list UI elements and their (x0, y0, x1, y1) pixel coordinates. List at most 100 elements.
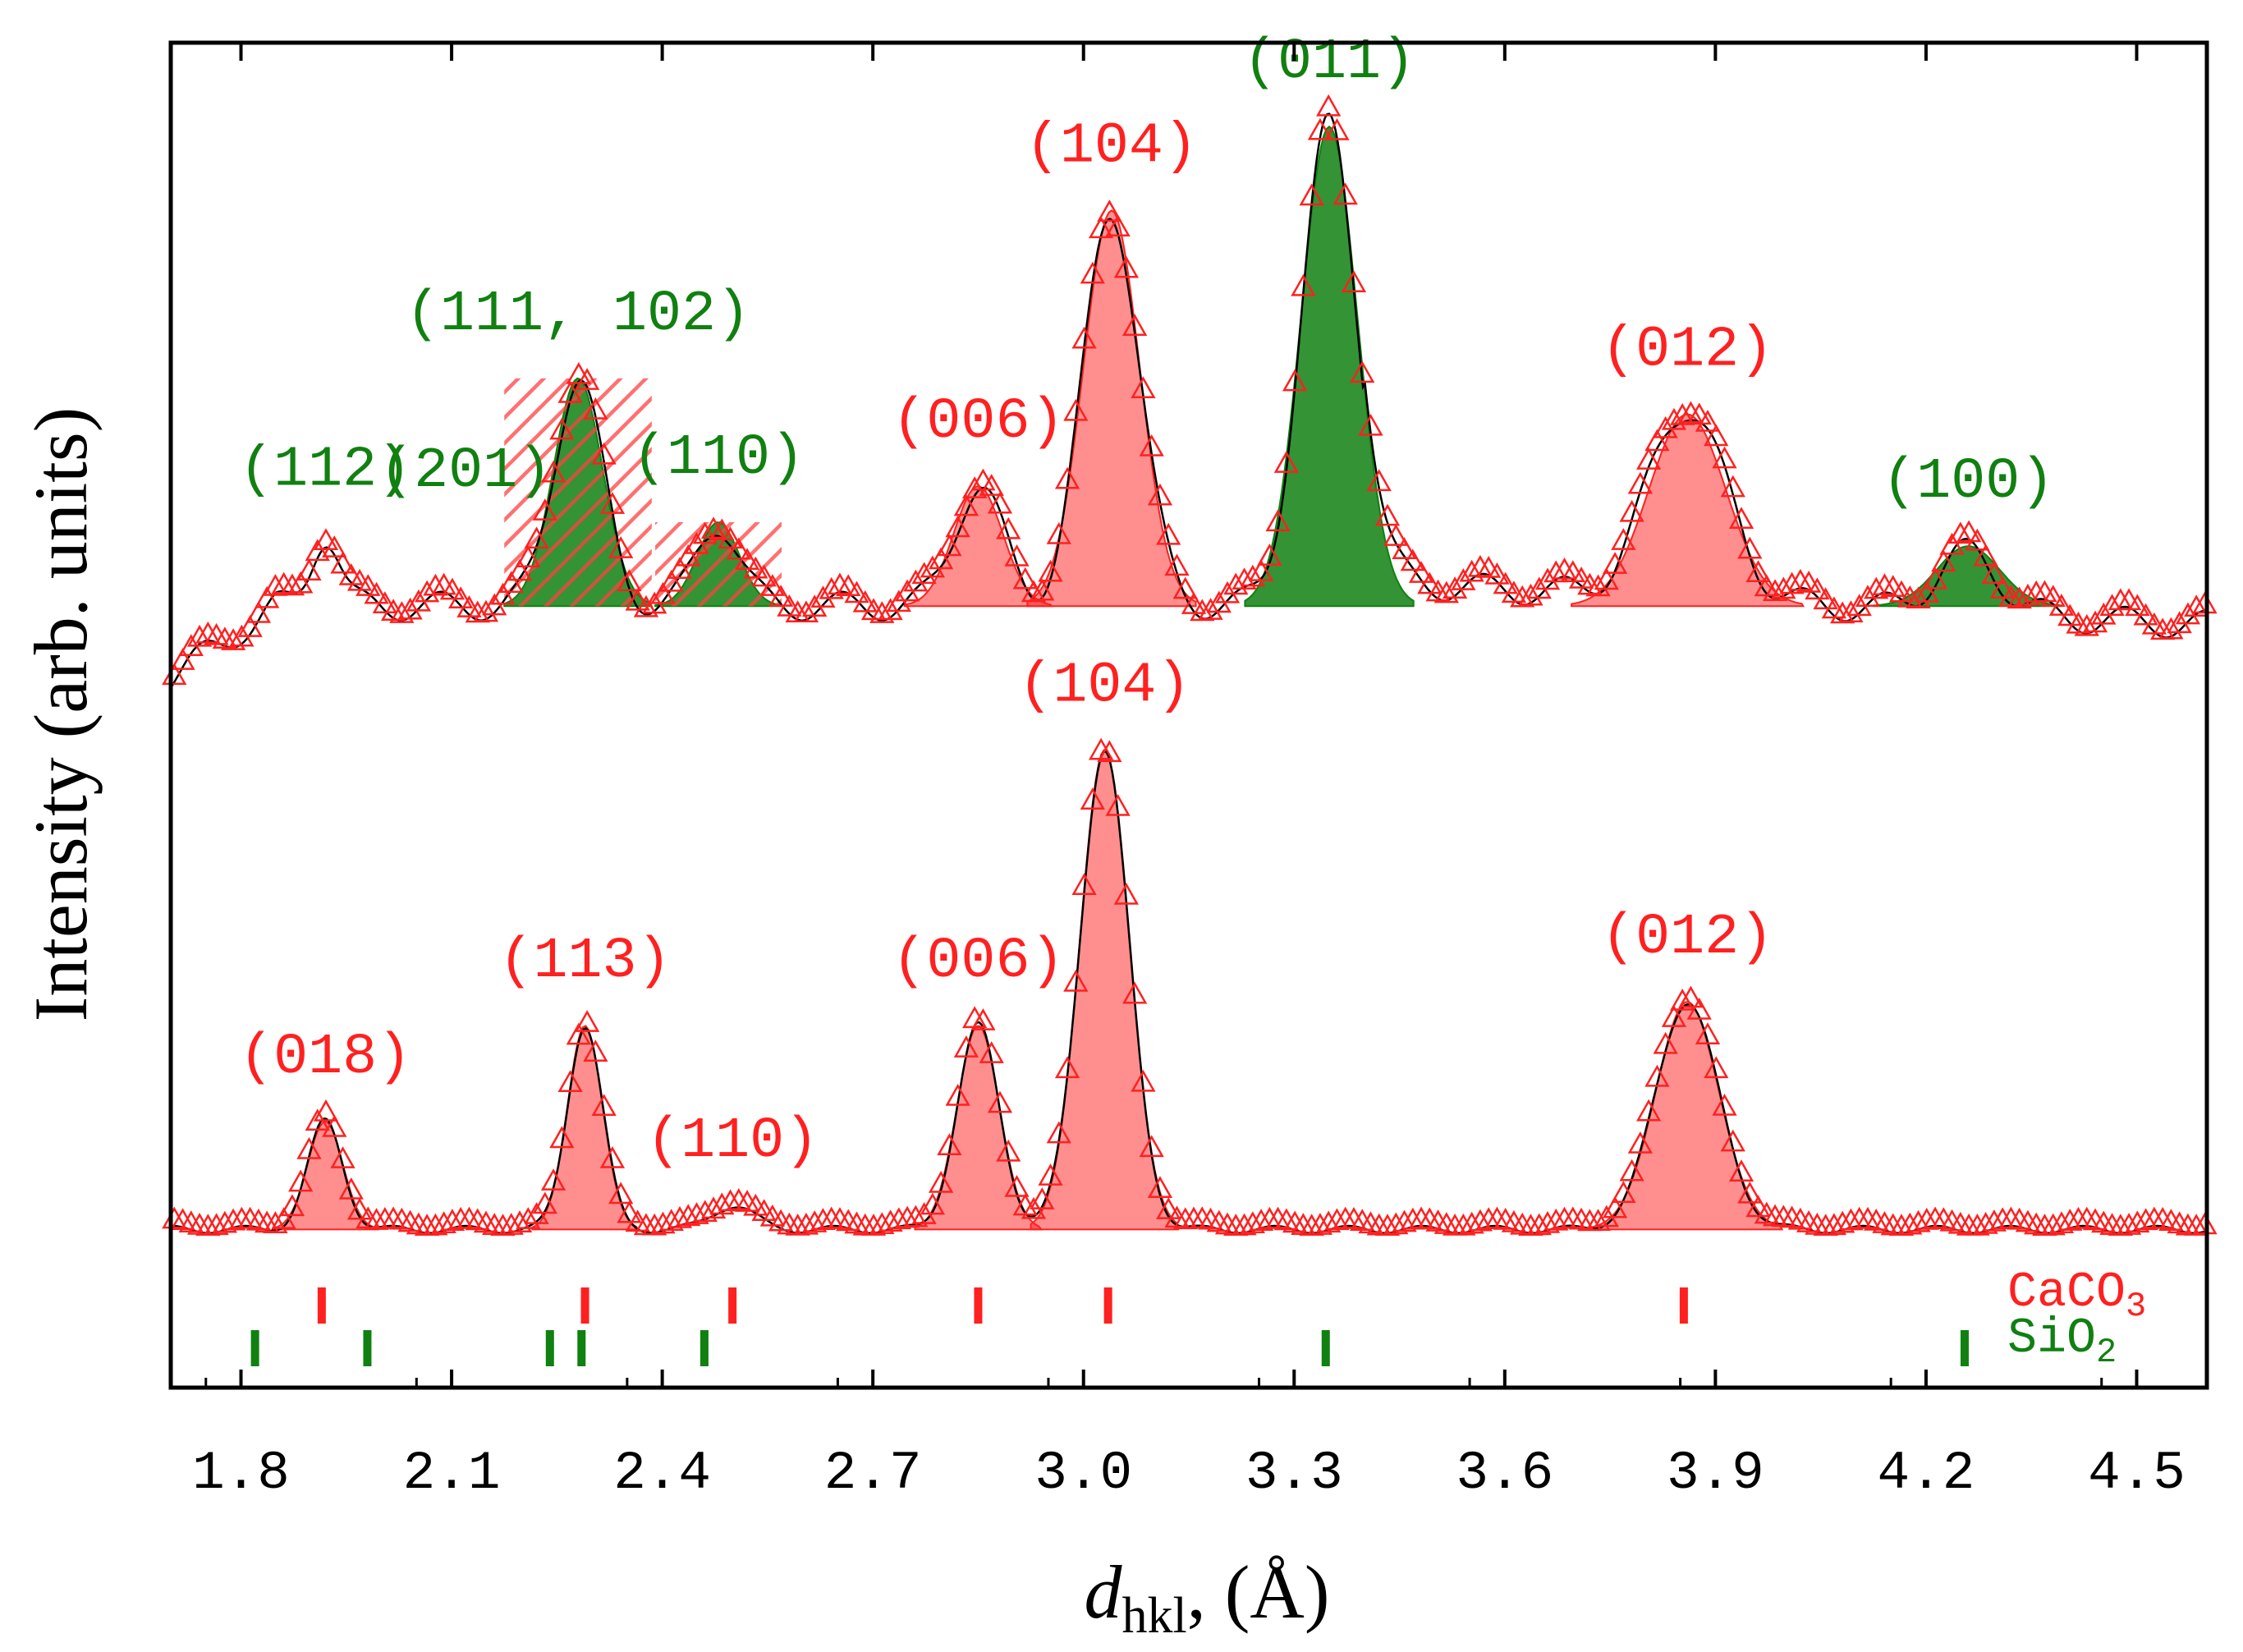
data-point (2192, 1212, 2218, 1235)
data-point (2184, 594, 2209, 617)
data-point (1981, 562, 2007, 584)
data-point (1518, 583, 1543, 606)
data-point (195, 621, 221, 644)
data-point (650, 581, 676, 604)
data-point (709, 1192, 735, 1215)
data-point (439, 1209, 466, 1231)
peak-label: (018) (239, 1026, 411, 1090)
data-point (945, 1083, 970, 1106)
data-point (718, 1189, 743, 1212)
data-point (2175, 602, 2201, 625)
x-axis-label: dhkl, (Å) (1085, 1550, 1330, 1644)
data-point (397, 597, 423, 620)
data-point (1872, 573, 1897, 595)
data-point (1063, 969, 1089, 992)
data-point (692, 1200, 718, 1223)
data-point (650, 1211, 676, 1234)
data-point (1164, 553, 1190, 576)
data-point (1459, 1211, 1484, 1234)
data-point (473, 599, 499, 622)
data-point (1341, 1206, 1367, 1229)
data-point (1965, 528, 1990, 551)
data-point (945, 515, 970, 538)
tick-sio2 (577, 1330, 586, 1366)
data-point (1560, 1206, 1585, 1229)
data-point (423, 1213, 448, 1236)
series-lower: (018) (113) (110) (006) (104) (012) (162, 654, 2218, 1237)
data-point (1147, 483, 1173, 506)
data-point (532, 1191, 557, 1214)
data-point (263, 573, 288, 596)
data-point (540, 1168, 566, 1191)
data-point (2133, 603, 2158, 626)
data-point (186, 1212, 213, 1235)
data-point (802, 1210, 828, 1232)
data-point (1442, 576, 1468, 599)
data-point (1257, 544, 1282, 566)
data-point (1611, 1181, 1636, 1203)
data-point (2125, 594, 2150, 617)
data-point (237, 1206, 263, 1229)
data-point (1686, 402, 1712, 425)
data-point (1670, 989, 1695, 1011)
data-point (1122, 981, 1148, 1004)
peak-label: (012) (1601, 319, 1773, 383)
data-point (1071, 326, 1097, 349)
data-point (633, 594, 659, 617)
data-point (1661, 1005, 1687, 1027)
data-point (751, 564, 777, 587)
data-point (852, 590, 878, 613)
data-point (2040, 1213, 2066, 1236)
data-point (726, 1188, 751, 1210)
data-point (507, 1210, 533, 1232)
peak-label: (110) (632, 426, 805, 491)
data-point (911, 562, 937, 585)
data-point (684, 1202, 709, 1224)
data-point (1611, 528, 1636, 550)
data-point (1947, 1211, 1973, 1234)
data-point (338, 1177, 364, 1200)
data-point (1813, 587, 1838, 610)
data-point (1307, 1213, 1333, 1235)
data-point (591, 1094, 617, 1117)
data-point (928, 547, 954, 570)
data-point (2082, 610, 2108, 633)
data-point (1653, 1031, 1678, 1054)
data-point (1198, 598, 1223, 620)
data-point (2040, 585, 2066, 608)
data-point (1897, 585, 1923, 608)
peak-label: (011) (1243, 30, 1415, 95)
tick-sio2 (250, 1330, 259, 1366)
data-point (346, 1197, 373, 1220)
data-point (827, 572, 853, 595)
data-point (448, 586, 474, 609)
data-point (987, 1090, 1013, 1113)
data-point (220, 628, 246, 650)
data-point (1762, 579, 1788, 601)
data-point (1577, 572, 1603, 595)
data-point (1653, 415, 1678, 438)
data-point (1316, 94, 1342, 117)
data-point (1332, 182, 1358, 205)
data-point (1425, 579, 1451, 602)
y-axis-label: Intensity (arb. units) (19, 407, 103, 1022)
data-point (279, 573, 305, 596)
data-point (869, 1212, 895, 1235)
data-point (1644, 1064, 1670, 1087)
data-point (1030, 578, 1055, 601)
data-point (1534, 1210, 1561, 1233)
data-point (330, 551, 355, 574)
data-point (1366, 469, 1392, 492)
data-point (237, 615, 263, 637)
data-point (549, 1126, 575, 1149)
data-point (1080, 787, 1105, 810)
data-point (591, 442, 617, 465)
series-upper: (112) (111, 102) (110) (006) (104) (011) (012)… (162, 30, 2218, 689)
data-point (1864, 576, 1889, 599)
data-point (1021, 580, 1047, 603)
tick-caco3 (1103, 1287, 1112, 1324)
x-tick-label: 3.9 (1667, 1443, 1764, 1504)
data-point (549, 417, 575, 440)
data-point (1560, 560, 1585, 582)
